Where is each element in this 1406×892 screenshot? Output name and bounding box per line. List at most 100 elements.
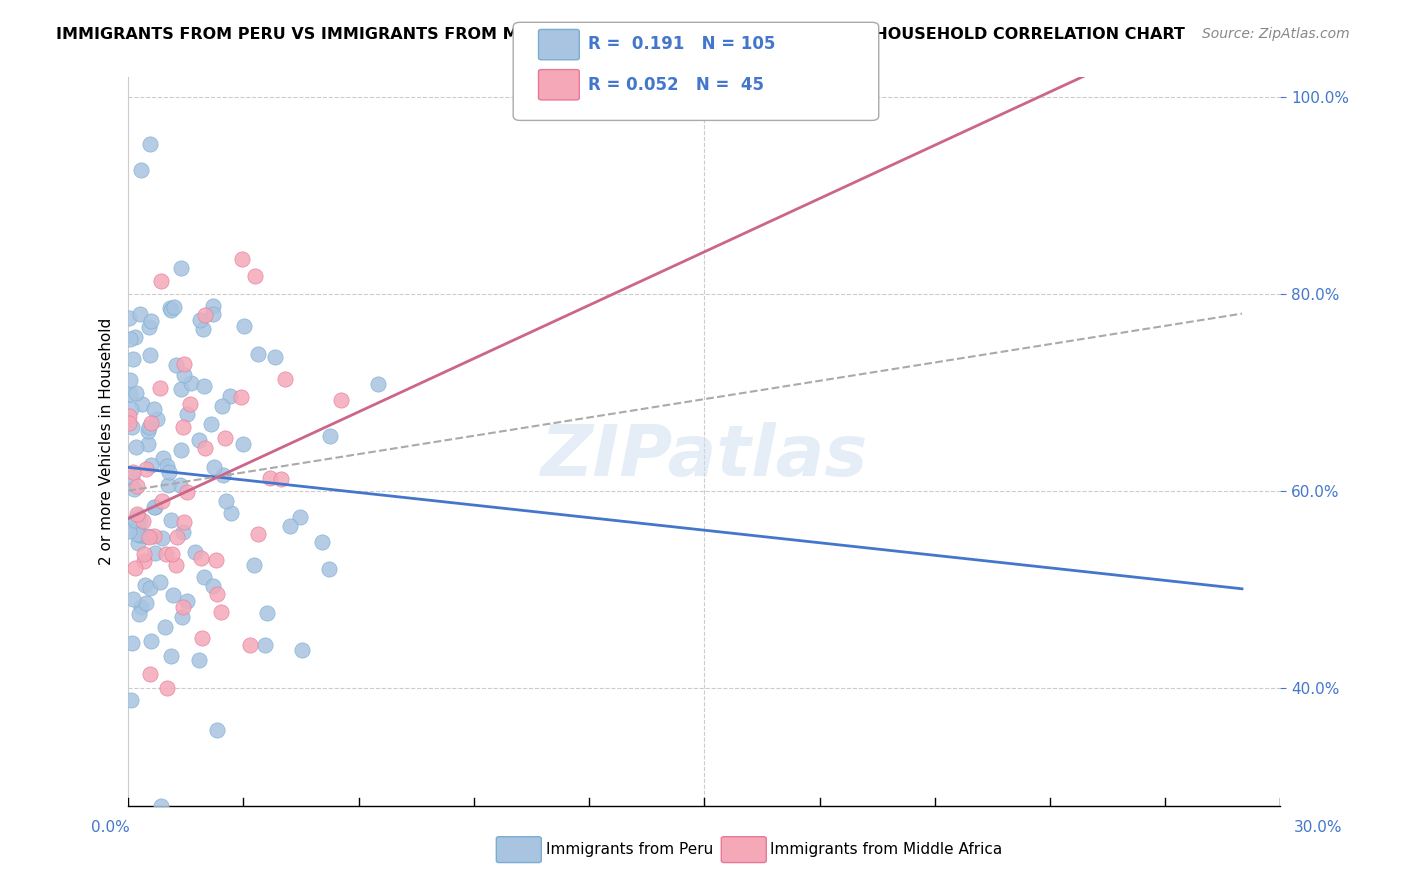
Immigrants from Peru <box>311 534 333 549</box>
Immigrants from Middle Africa <box>155 547 177 561</box>
Immigrants from Peru <box>193 379 215 393</box>
Immigrants from Peru <box>187 653 209 667</box>
Immigrants from Peru <box>211 399 233 413</box>
Immigrants from Peru <box>136 437 159 451</box>
Immigrants from Peru <box>121 470 143 484</box>
Immigrants from Peru <box>163 300 186 314</box>
Immigrants from Peru <box>139 313 162 327</box>
Immigrants from Peru <box>243 558 266 572</box>
Immigrants from Middle Africa <box>165 558 187 573</box>
Immigrants from Middle Africa <box>247 527 270 541</box>
Immigrants from Peru <box>318 561 340 575</box>
Immigrants from Peru <box>121 591 143 606</box>
Immigrants from Middle Africa <box>127 507 149 521</box>
Immigrants from Peru <box>135 596 157 610</box>
Immigrants from Middle Africa <box>194 442 217 456</box>
Immigrants from Peru <box>256 606 278 620</box>
Immigrants from Middle Africa <box>191 631 214 645</box>
Immigrants from Peru <box>120 332 142 346</box>
Immigrants from Peru <box>127 508 149 523</box>
Immigrants from Middle Africa <box>139 416 162 430</box>
Immigrants from Peru <box>121 351 143 366</box>
Immigrants from Peru <box>129 600 152 615</box>
Immigrants from Peru <box>319 429 342 443</box>
Immigrants from Peru <box>139 633 162 648</box>
Immigrants from Peru <box>183 545 205 559</box>
Immigrants from Peru <box>120 401 142 416</box>
Immigrants from Peru <box>149 575 172 590</box>
Immigrants from Peru <box>212 467 235 482</box>
Immigrants from Peru <box>172 524 194 539</box>
Immigrants from Peru <box>160 513 183 527</box>
Immigrants from Peru <box>125 518 148 533</box>
Immigrants from Middle Africa <box>173 515 195 529</box>
Immigrants from Peru <box>142 500 165 514</box>
Immigrants from Peru <box>125 527 148 541</box>
Immigrants from Peru <box>118 311 141 326</box>
Immigrants from Peru <box>172 609 194 624</box>
Immigrants from Peru <box>169 477 191 491</box>
Immigrants from Peru <box>139 136 162 151</box>
Immigrants from Peru <box>141 458 163 472</box>
Text: R = 0.052   N =  45: R = 0.052 N = 45 <box>588 76 763 94</box>
Immigrants from Peru <box>264 350 287 364</box>
Immigrants from Peru <box>180 376 202 391</box>
Immigrants from Middle Africa <box>179 396 201 410</box>
Immigrants from Middle Africa <box>214 431 236 445</box>
Immigrants from Middle Africa <box>156 681 179 696</box>
Immigrants from Middle Africa <box>162 547 184 561</box>
Immigrants from Peru <box>128 514 150 528</box>
Immigrants from Peru <box>129 527 152 541</box>
Immigrants from Peru <box>173 368 195 383</box>
Immigrants from Peru <box>120 387 142 401</box>
Immigrants from Middle Africa <box>194 308 217 322</box>
Text: 30.0%: 30.0% <box>1295 821 1343 835</box>
Immigrants from Peru <box>156 478 179 492</box>
Immigrants from Peru <box>129 528 152 542</box>
Immigrants from Peru <box>165 358 187 372</box>
Immigrants from Peru <box>139 581 162 595</box>
Immigrants from Middle Africa <box>118 417 141 431</box>
Immigrants from Middle Africa <box>190 550 212 565</box>
Immigrants from Peru <box>246 346 269 360</box>
Immigrants from Middle Africa <box>172 599 194 614</box>
Immigrants from Peru <box>188 433 211 447</box>
Immigrants from Middle Africa <box>270 472 292 486</box>
Immigrants from Peru <box>214 493 236 508</box>
Immigrants from Peru <box>124 385 146 400</box>
Immigrants from Peru <box>233 319 256 334</box>
Immigrants from Peru <box>202 299 225 313</box>
Immigrants from Peru <box>118 373 141 387</box>
Immigrants from Peru <box>176 594 198 608</box>
Immigrants from Peru <box>129 162 152 177</box>
Immigrants from Peru <box>117 524 139 539</box>
Immigrants from Peru <box>156 458 179 473</box>
Immigrants from Peru <box>170 382 193 396</box>
Immigrants from Peru <box>202 460 225 475</box>
Immigrants from Middle Africa <box>239 638 262 652</box>
Immigrants from Middle Africa <box>149 381 172 395</box>
Immigrants from Middle Africa <box>143 529 166 543</box>
Immigrants from Middle Africa <box>209 605 232 619</box>
Immigrants from Middle Africa <box>118 409 141 424</box>
Immigrants from Peru <box>193 570 215 584</box>
Immigrants from Peru <box>138 349 160 363</box>
Immigrants from Middle Africa <box>274 371 297 385</box>
Immigrants from Peru <box>159 301 181 315</box>
Immigrants from Peru <box>152 450 174 465</box>
Immigrants from Peru <box>129 307 152 321</box>
Immigrants from Peru <box>176 407 198 421</box>
Immigrants from Peru <box>291 643 314 657</box>
Immigrants from Peru <box>125 440 148 454</box>
Immigrants from Peru <box>120 693 142 707</box>
Immigrants from Middle Africa <box>134 553 156 567</box>
Immigrants from Peru <box>170 442 193 457</box>
Immigrants from Peru <box>188 312 211 326</box>
Immigrants from Middle Africa <box>329 392 352 407</box>
Immigrants from Middle Africa <box>150 274 173 288</box>
Immigrants from Middle Africa <box>243 268 266 283</box>
Immigrants from Peru <box>122 516 145 530</box>
Immigrants from Peru <box>128 607 150 621</box>
Immigrants from Middle Africa <box>166 530 188 544</box>
Immigrants from Peru <box>136 424 159 438</box>
